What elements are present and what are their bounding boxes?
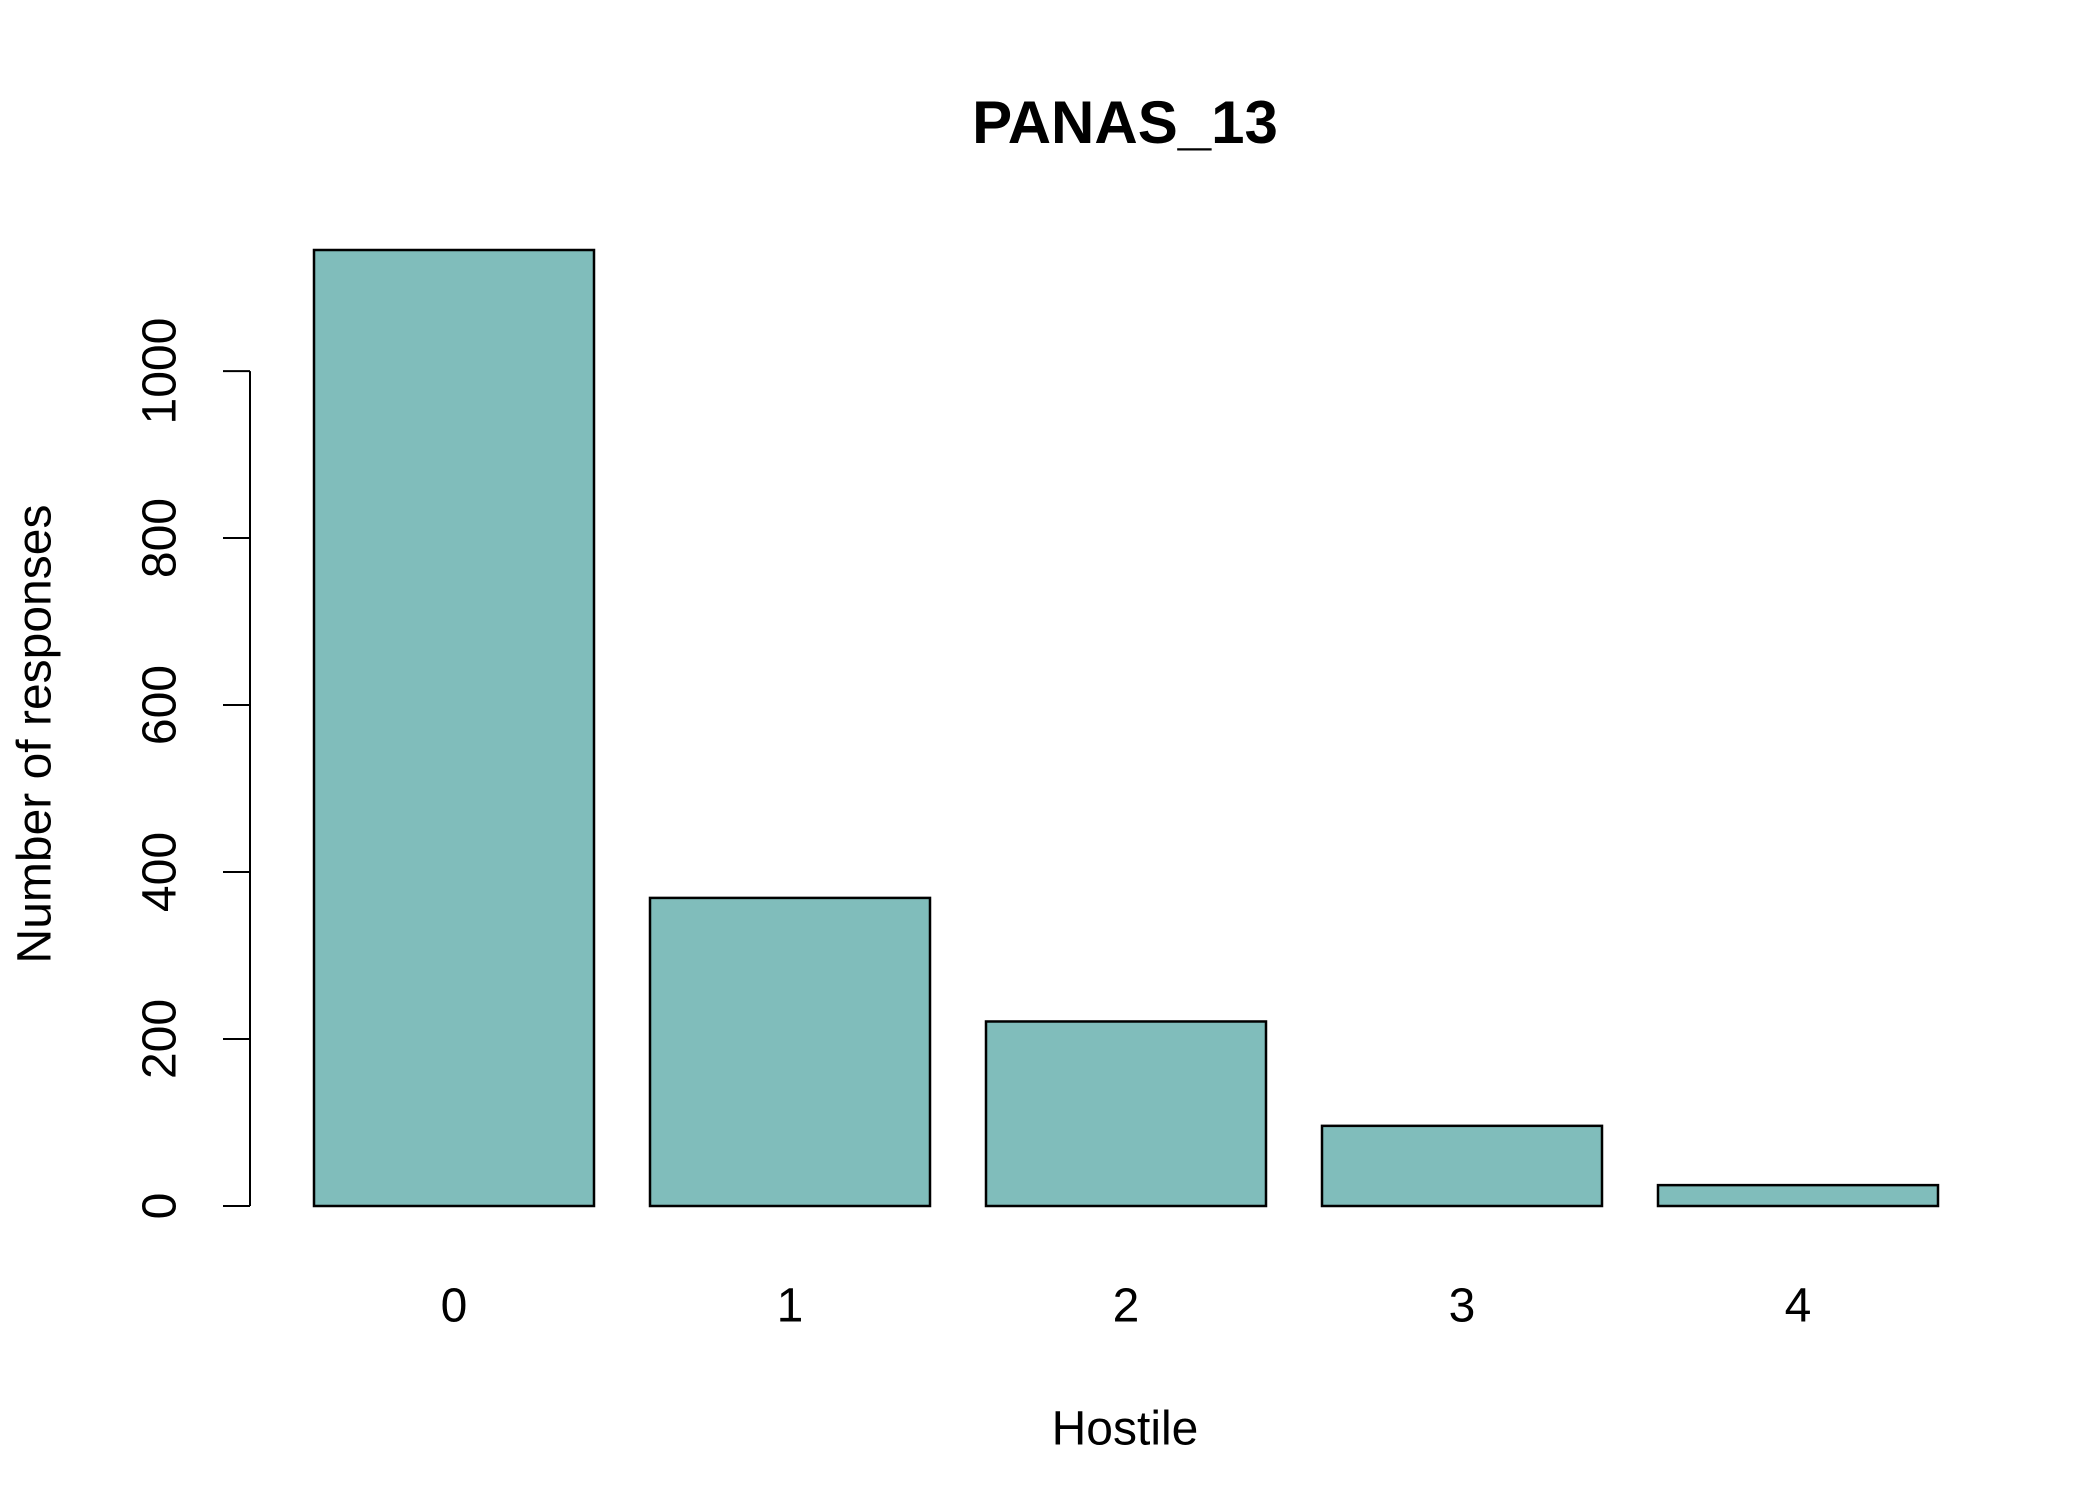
bar	[1656, 1183, 1940, 1208]
bar	[1320, 1124, 1604, 1208]
chart-title: PANAS_13	[972, 89, 1278, 156]
x-tick-label: 2	[1113, 1280, 1140, 1333]
x-tick-label: 4	[1785, 1280, 1812, 1333]
y-axis-label: Number of responses	[9, 505, 62, 964]
bar	[312, 248, 596, 1208]
y-tick-label: 1000	[134, 318, 187, 425]
x-tick-label: 3	[1449, 1280, 1476, 1333]
bar	[648, 896, 932, 1208]
x-axis-label: Hostile	[1052, 1403, 1199, 1456]
y-tick-label: 600	[134, 665, 187, 745]
x-tick-label: 1	[777, 1280, 804, 1333]
y-tick-label: 800	[134, 498, 187, 578]
y-tick-label: 200	[134, 999, 187, 1079]
y-tick-label: 0	[134, 1193, 187, 1220]
y-tick-label: 400	[134, 832, 187, 912]
bar	[984, 1020, 1268, 1208]
x-tick-label: 0	[441, 1280, 468, 1333]
